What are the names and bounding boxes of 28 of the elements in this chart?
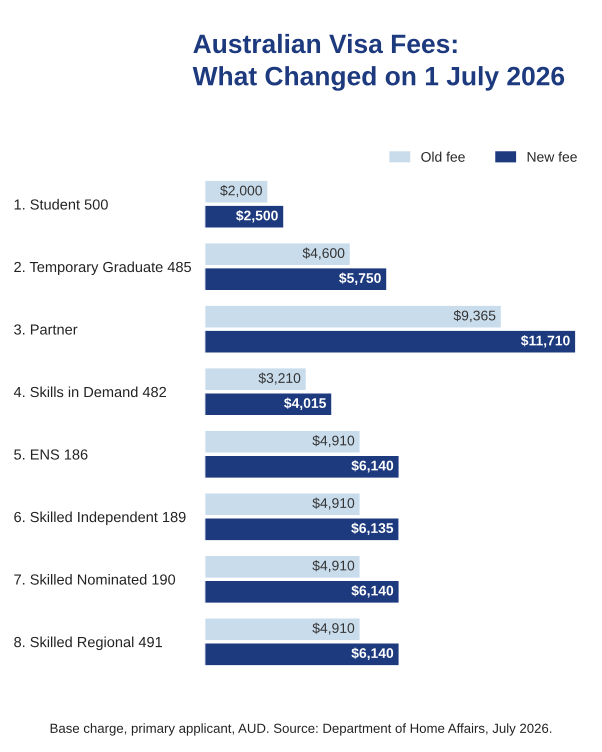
y-tick-label: 7. Skilled Nominated 190	[14, 574, 176, 585]
data-label: $4,910	[312, 498, 354, 510]
data-label: $4,910	[312, 622, 354, 635]
data-label: $5,750	[339, 272, 381, 285]
y-tick-label: 5. ENS 186	[14, 449, 88, 460]
data-label: $6,140	[351, 648, 394, 660]
data-label: $4,910	[312, 560, 354, 572]
text: Base charge, primary applicant, AUD. Source: Department of Home Affairs, July 2026.	[50, 723, 552, 736]
y-tick-label: 1. Student 500	[14, 198, 108, 210]
y-tick-label: 2. Temporary Graduate 485	[14, 261, 192, 276]
data-label: $3,210	[258, 372, 300, 385]
data-label: $4,015	[284, 398, 326, 410]
data-label: $9,365	[454, 310, 496, 322]
data-label: $4,910	[312, 435, 354, 448]
data-label: $11,710	[520, 335, 570, 348]
data-label: $6,135	[351, 522, 394, 536]
y-tick-label: 4. Skills in Demand 482	[14, 386, 166, 398]
y-tick-label: 6. Skilled Independent 189	[14, 511, 186, 526]
y-tick-label: 3. Partner	[14, 324, 78, 335]
data-label: $2,500	[236, 210, 278, 222]
chart-title: Australian Visa Fees: What Changed on 1 July 2026	[192, 34, 564, 91]
data-label: $2,000	[220, 185, 262, 198]
data-label: $6,140	[351, 460, 394, 472]
data-label: $6,140	[351, 585, 394, 598]
legend-label: New fee	[528, 152, 577, 162]
data-label: $4,600	[302, 248, 344, 260]
y-tick-label: 8. Skilled Regional 491	[14, 636, 162, 650]
legend-label: Old fee	[421, 152, 465, 162]
